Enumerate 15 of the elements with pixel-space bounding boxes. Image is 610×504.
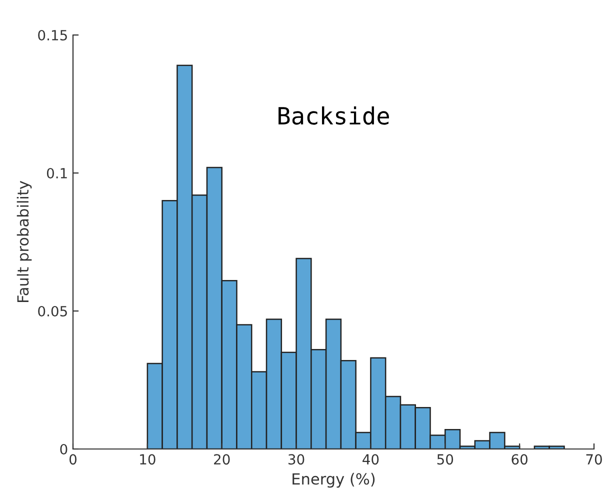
y-tick-label: 0	[60, 444, 68, 454]
x-tick-label: 60	[512, 454, 528, 465]
x-tick-label: 30	[288, 454, 304, 465]
x-axis-title: Energy (%)	[292, 472, 375, 488]
x-tick-label: 70	[586, 454, 602, 465]
x-tick-label: 20	[214, 454, 230, 465]
y-tick-label: 0.1	[46, 168, 67, 178]
annotation: Backside	[278, 106, 389, 125]
y-axis-title: Fault probability	[16, 180, 32, 302]
x-tick-label: 50	[437, 454, 454, 465]
x-tick-label: 40	[362, 454, 379, 465]
y-tick-label: 0.05	[38, 306, 67, 316]
x-tick-label: 0	[69, 454, 76, 465]
y-tick-label: 0.15	[38, 30, 67, 40]
x-tick-label: 10	[140, 454, 156, 465]
